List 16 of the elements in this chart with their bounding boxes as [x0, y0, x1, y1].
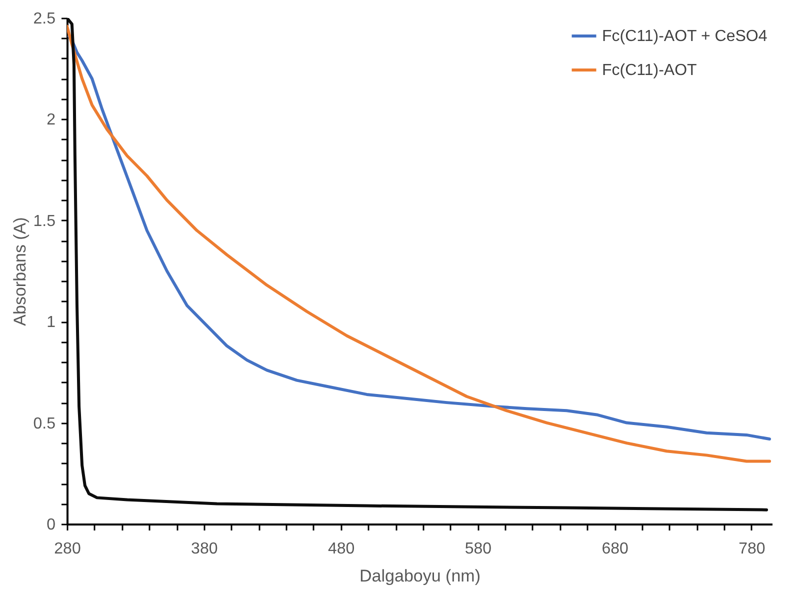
- x-axis-title: Dalgaboyu (nm): [360, 566, 480, 586]
- legend-label: Fc(C11)-AOT + CeSO4: [602, 28, 768, 45]
- y-axis-title: Absorbans (A): [10, 217, 30, 326]
- y-tick-label: 0: [46, 516, 56, 534]
- legend-label: Fc(C11)-AOT: [602, 62, 698, 79]
- x-tick-label: 480: [328, 540, 355, 558]
- y-tick-label: 1.5: [33, 212, 56, 230]
- x-tick-label: 580: [464, 540, 492, 558]
- x-tick-label: 280: [54, 540, 81, 558]
- x-tick-label: 780: [738, 540, 766, 558]
- y-tick-label: 2.5: [33, 10, 56, 28]
- y-tick-label: 1: [46, 314, 56, 332]
- x-tick-label: 380: [191, 540, 218, 558]
- y-tick-label: 2: [46, 112, 56, 129]
- x-tick-label: 680: [602, 540, 629, 558]
- y-tick-label: 0.5: [33, 415, 56, 432]
